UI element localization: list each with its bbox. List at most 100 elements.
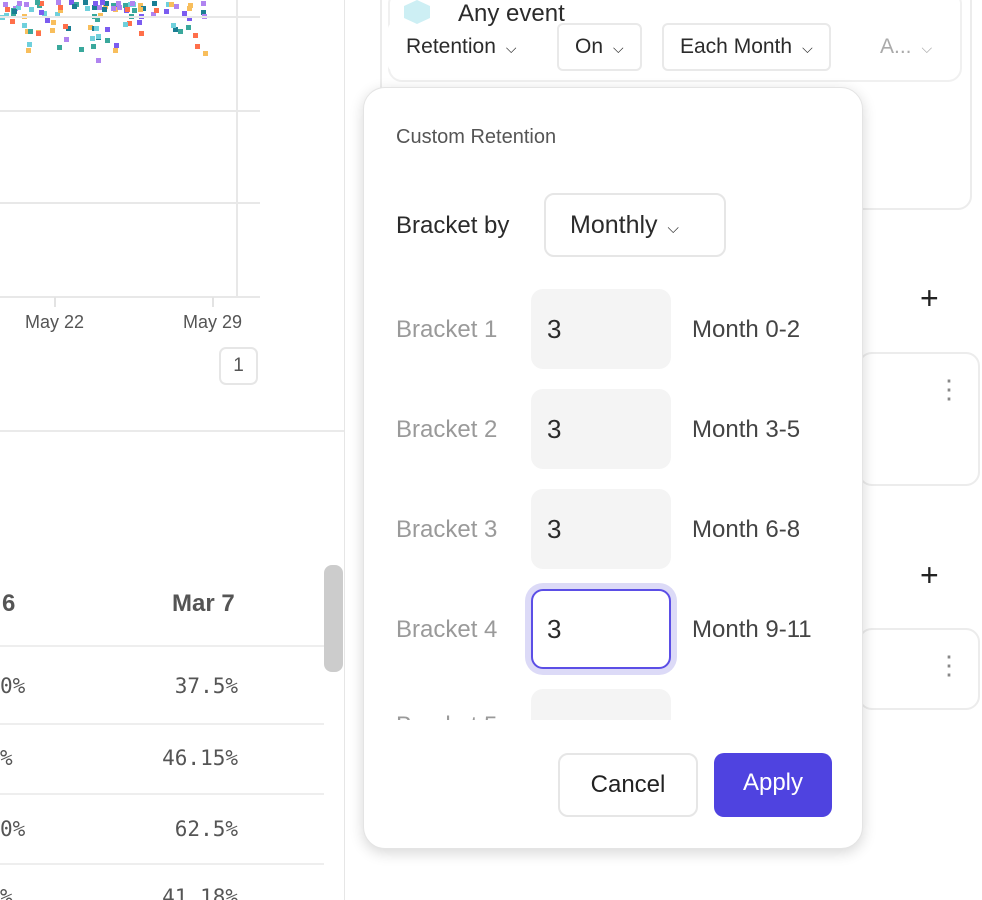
bracket-4-input[interactable]: 3 xyxy=(531,589,671,669)
dropdown-label: Each Month xyxy=(680,35,793,58)
scatter-point xyxy=(69,0,75,6)
bracket-range: Month 9-11 xyxy=(692,616,812,643)
chevron-down-icon: ⌵ xyxy=(667,220,679,237)
chevron-down-icon: ⌵ xyxy=(921,40,933,56)
chevron-down-icon: ⌵ xyxy=(505,40,517,56)
more-options-icon[interactable]: ⋮ xyxy=(936,650,962,680)
retention-dropdown[interactable]: Retention ⌵ xyxy=(388,23,535,71)
chart-and-table-panel: May 22 May 29 1 6 Mar 7 0% 37.5% % 46.15… xyxy=(0,0,345,900)
dropdown-label: On xyxy=(575,35,604,58)
popup-title: Custom Retention xyxy=(396,126,557,148)
scatter-point xyxy=(130,0,136,6)
scatter-point xyxy=(97,5,103,11)
scatter-point xyxy=(50,28,56,34)
scatter-point xyxy=(2,2,8,8)
bracket-by-label: Bracket by xyxy=(396,212,510,239)
gridline xyxy=(0,202,260,204)
scatter-point xyxy=(90,36,96,42)
scatter-point xyxy=(11,8,17,14)
bracket-2-input[interactable]: 3 xyxy=(531,389,671,469)
scatter-point xyxy=(28,6,34,12)
scatter-point xyxy=(72,3,78,9)
scatter-point xyxy=(150,11,156,17)
scatter-point xyxy=(55,11,61,17)
scatter-point xyxy=(171,22,177,28)
table-cell: 0% xyxy=(0,674,26,698)
scatter-point xyxy=(186,24,192,30)
scatter-point xyxy=(26,48,32,54)
table-cell: 62.5% xyxy=(174,817,238,841)
scatter-point xyxy=(13,5,19,11)
scatter-point xyxy=(16,4,22,10)
bracket-5-row-clipped: Bracket 5 xyxy=(364,688,862,720)
scatter-point xyxy=(187,3,193,9)
scatter-point xyxy=(23,2,29,8)
bracket-label: Bracket 3 xyxy=(396,516,498,543)
bracket-3-input[interactable]: 3 xyxy=(531,489,671,569)
custom-retention-popup: Custom Retention Bracket by Monthly ⌵ Bra… xyxy=(363,87,863,849)
each-month-dropdown[interactable]: Each Month ⌵ xyxy=(662,23,831,71)
scatter-point xyxy=(28,28,34,34)
scatter-point xyxy=(45,18,51,24)
add-icon[interactable]: + xyxy=(920,557,939,593)
scatter-point xyxy=(64,36,70,42)
scatter-point xyxy=(163,9,169,15)
scatter-point xyxy=(17,1,23,7)
scatter-point xyxy=(88,25,94,31)
add-icon[interactable]: + xyxy=(920,280,939,316)
scatter-point xyxy=(85,5,91,11)
x-tick-label: May 29 xyxy=(183,312,243,332)
column-header: 6 xyxy=(2,590,16,617)
scatter-point xyxy=(116,4,122,10)
scatter-point xyxy=(35,0,41,6)
scatter-point xyxy=(136,19,142,25)
scatter-point xyxy=(38,10,44,16)
scatter-point xyxy=(138,7,144,13)
scatter-point xyxy=(123,2,128,8)
on-dropdown[interactable]: On ⌵ xyxy=(557,23,642,71)
scatter-point xyxy=(173,26,179,32)
bracket-range: Month 3-5 xyxy=(692,416,801,443)
row-divider xyxy=(0,723,324,725)
bracket-1-input[interactable]: 3 xyxy=(531,289,671,369)
scatter-point xyxy=(125,6,131,12)
bracket-5-input[interactable] xyxy=(531,689,671,720)
apply-button[interactable]: Apply xyxy=(714,753,832,817)
scatter-point xyxy=(42,11,48,17)
table-cell: 0% xyxy=(0,817,26,841)
scatter-point xyxy=(187,16,193,22)
row-divider xyxy=(0,645,324,647)
scatter-point xyxy=(105,26,111,32)
x-tick-label: May 22 xyxy=(25,312,85,332)
x-tick xyxy=(212,297,214,307)
x-axis xyxy=(0,296,260,298)
scatter-point xyxy=(100,0,106,6)
dropdown-label: Retention xyxy=(406,35,496,58)
table-scrollbar[interactable] xyxy=(324,565,343,672)
event-name[interactable]: Any event xyxy=(458,0,565,27)
scatter-point xyxy=(174,4,180,10)
more-dropdown[interactable]: A... ⌵ xyxy=(862,23,951,71)
scatter-point xyxy=(50,20,56,26)
scatter-point xyxy=(123,22,129,28)
scatter-point xyxy=(152,0,158,6)
scatter-point xyxy=(83,0,89,5)
event-icon xyxy=(404,0,430,24)
scatter-point xyxy=(202,50,208,56)
bracket-by-dropdown[interactable]: Monthly ⌵ xyxy=(544,193,726,257)
scatter-point xyxy=(97,13,103,19)
page-number-button[interactable]: 1 xyxy=(219,347,258,385)
scatter-point xyxy=(168,2,174,8)
bracket-range: Month 6-8 xyxy=(692,516,801,543)
scatter-point xyxy=(138,2,144,8)
column-header: Mar 7 xyxy=(172,590,235,617)
more-options-icon[interactable]: ⋮ xyxy=(936,374,962,404)
table-cell: 37.5% xyxy=(174,674,238,698)
cancel-button[interactable]: Cancel xyxy=(558,753,698,817)
scatter-point xyxy=(178,29,184,35)
scatter-point xyxy=(25,28,31,34)
row-divider xyxy=(0,793,324,795)
scatter-point xyxy=(126,20,132,26)
scatter-point xyxy=(5,7,11,13)
bracket-label: Bracket 1 xyxy=(396,316,498,343)
